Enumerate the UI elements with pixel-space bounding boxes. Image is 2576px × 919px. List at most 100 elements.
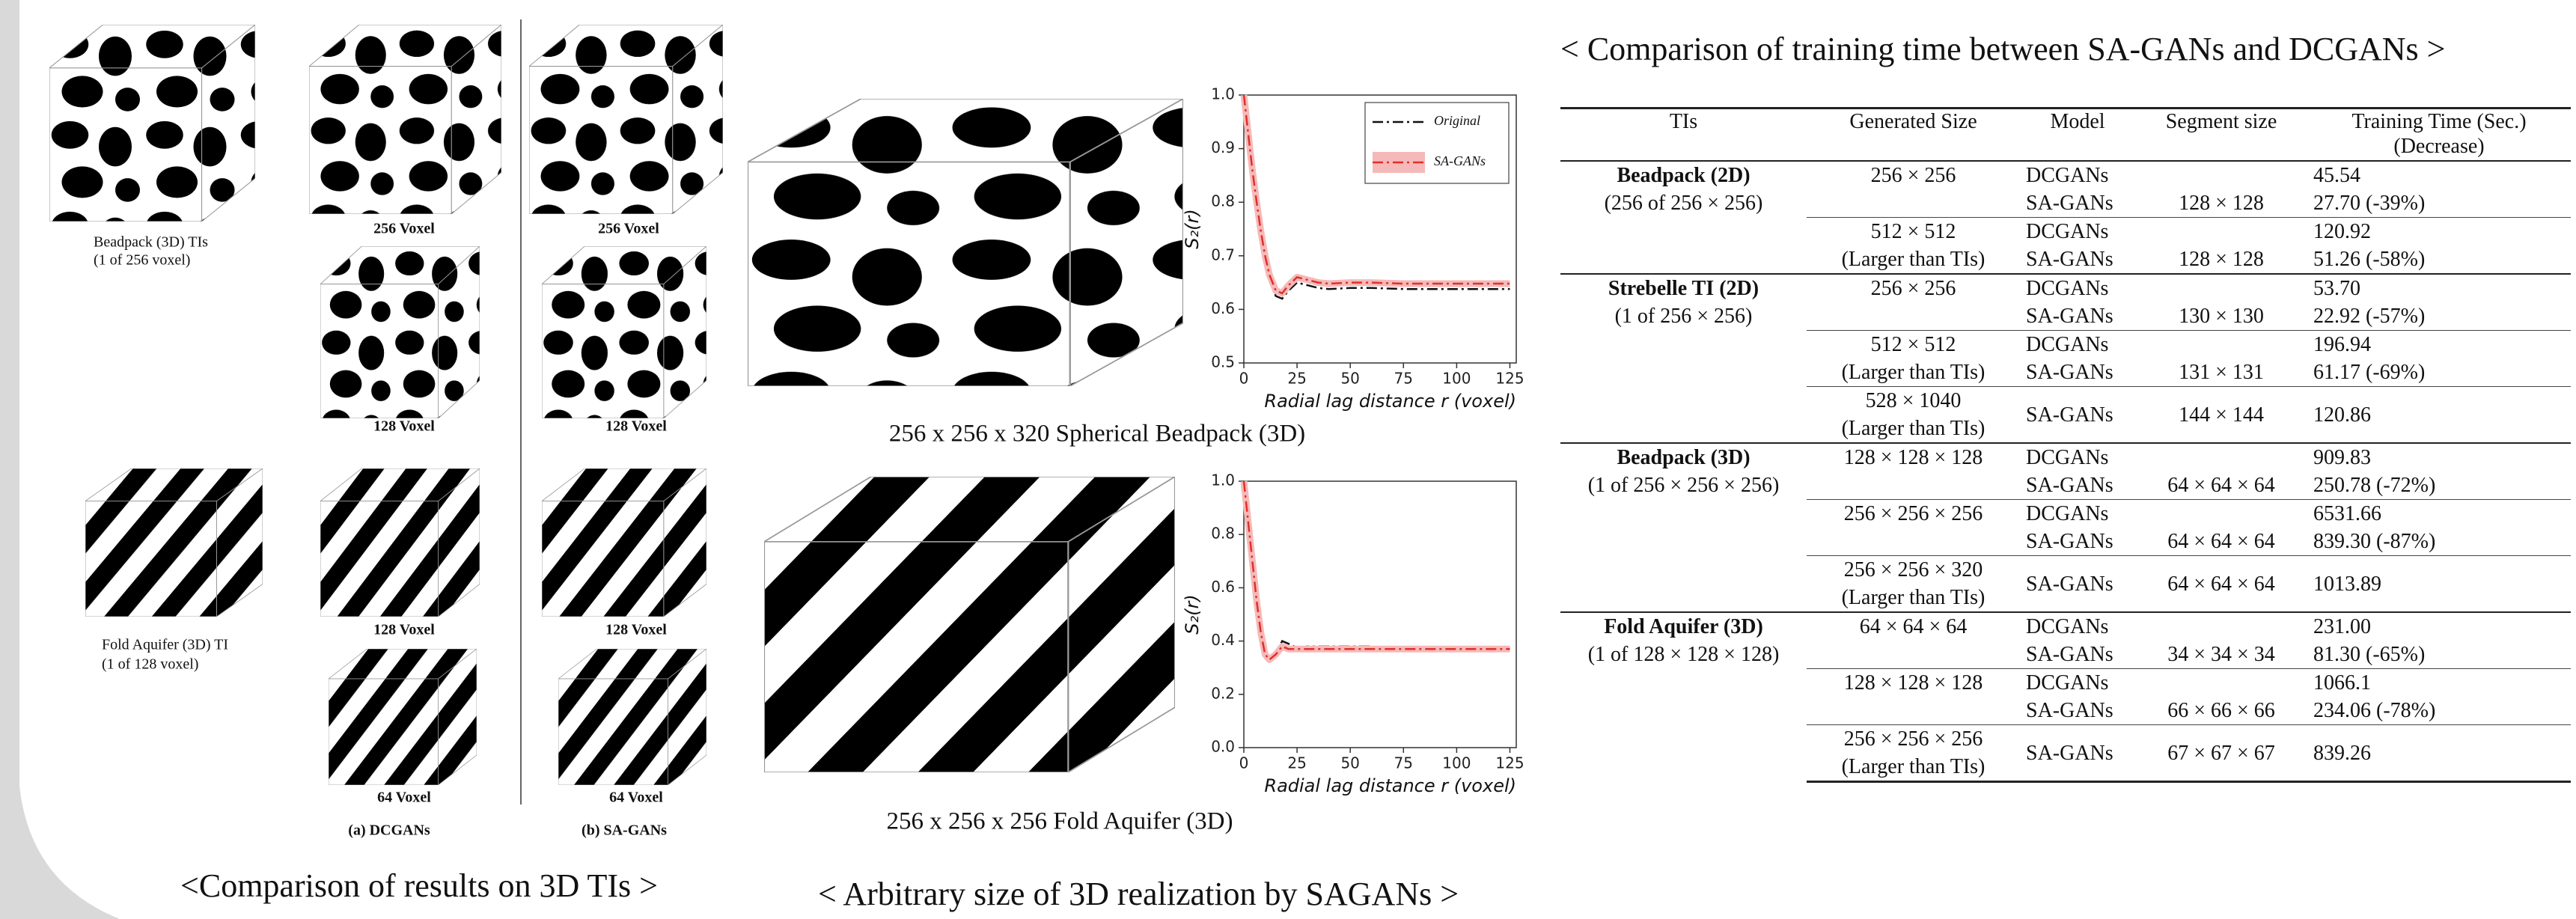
dcgans-cube xyxy=(309,25,501,214)
ti-label: (1 of 256 voxel) xyxy=(94,252,190,269)
segment-cell: 128 × 128 xyxy=(2135,189,2307,218)
cell-text: DCGANs xyxy=(2026,446,2109,469)
model-cell: DCGANs xyxy=(2020,442,2135,471)
header-cell: TIs xyxy=(1560,108,1807,162)
time-cell: 81.30 (-65%) xyxy=(2307,641,2571,669)
header-cell: Training Time (Sec.) (Decrease) xyxy=(2307,108,2571,162)
cell-text: 81.30 (-65%) xyxy=(2313,643,2426,666)
segment-cell xyxy=(2135,499,2307,528)
ti-label: Fold Aquifer (3D) TI xyxy=(102,637,228,653)
size-cell: 528 × 1040 (Larger than TIs) xyxy=(1807,386,2020,443)
model-cell: SA-GANs xyxy=(2020,724,2135,783)
table-row: 128 × 128 × 128 DCGANs 1066.1 xyxy=(1560,668,2571,725)
cell-text: SA-GANs xyxy=(2026,741,2113,765)
table-row: SA-GANs 131 × 131 61.17 (-69%) xyxy=(1560,358,2571,387)
cell-text: 512 × 512 xyxy=(1870,333,1956,356)
table-row: Beadpack (3D) (1 of 256 × 256 × 256) 128 ×… xyxy=(1560,442,2571,612)
sagans-cube xyxy=(529,25,723,214)
size-cell: 128 × 128 × 128 xyxy=(1807,668,2020,725)
cell-text: SA-GANs xyxy=(2026,305,2113,328)
cell-text: DCGANs xyxy=(2026,671,2109,694)
time-cell: 196.94 xyxy=(2307,330,2571,358)
cell-text: 64 × 64 × 64 xyxy=(2167,474,2275,497)
time-cell: 61.17 (-69%) xyxy=(2307,358,2571,387)
dcgans-cube xyxy=(329,649,477,785)
realization-label: 256 x 256 x 320 Spherical Beadpack (3D) xyxy=(889,421,1305,448)
table-row: 256 × 256 × 256 (Larger than TIs) SA-GANs 6… xyxy=(1560,724,2571,783)
cell-text: 256 × 256 xyxy=(1870,277,1956,300)
cell-text: 528 × 1040 xyxy=(1865,389,1962,412)
size-cell: 256 × 256 × 256 xyxy=(1807,499,2020,556)
model-cell: SA-GANs xyxy=(2020,386,2135,443)
ti-cell: Beadpack (3D) (1 of 256 × 256 × 256) xyxy=(1560,442,1807,612)
cell-text: 6531.66 xyxy=(2313,502,2381,525)
time-cell: 120.86 xyxy=(2307,386,2571,443)
cell-text: 144 × 144 xyxy=(2179,403,2264,427)
header-row: TIs Generated Size Model Segment size Traini… xyxy=(1560,108,2571,162)
size-cell: 256 × 256 × 256 (Larger than TIs) xyxy=(1807,724,2020,783)
model-cell: DCGANs xyxy=(2020,273,2135,302)
header-cell: Model xyxy=(2020,108,2135,162)
y-tick-label: 0.6 xyxy=(1211,578,1235,596)
size-label: 128 Voxel xyxy=(373,418,435,435)
segment-cell xyxy=(2135,668,2307,697)
cell-text: (Decrease) xyxy=(2393,135,2485,158)
cell-text: (Larger than TIs) xyxy=(1841,586,1986,609)
cell-text: TIs xyxy=(1669,110,1698,133)
y-tick-label: 0.8 xyxy=(1211,192,1235,210)
series-line xyxy=(1242,94,1510,295)
size-label: 128 Voxel xyxy=(605,418,667,435)
segment-cell: 130 × 130 xyxy=(2135,302,2307,331)
segment-cell xyxy=(2135,273,2307,302)
cell-text: Model xyxy=(2050,110,2105,133)
caption: <Comparison of results on 3D TIs > xyxy=(180,867,658,904)
cell-text: Segment size xyxy=(2165,110,2277,133)
time-cell: 6531.66 xyxy=(2307,499,2571,528)
cell-text: 234.06 (-78%) xyxy=(2313,699,2436,722)
y-tick-label: 1.0 xyxy=(1211,471,1235,489)
cell-text: DCGANs xyxy=(2026,164,2109,187)
cell-text: SA-GANs xyxy=(2026,474,2113,497)
time-cell: 839.30 (-87%) xyxy=(2307,528,2571,556)
cell-text: DCGANs xyxy=(2026,277,2109,300)
cell-text: SA-GANs xyxy=(2026,530,2113,553)
header-cell: Generated Size xyxy=(1807,108,2020,162)
cell-text: (1 of 256 × 256) xyxy=(1614,305,1753,328)
y-axis-label: S₂(r) xyxy=(1182,594,1203,634)
cell-text: (1 of 128 × 128 × 128) xyxy=(1587,643,1780,666)
header-cell: Segment size xyxy=(2135,108,2307,162)
size-label: 64 Voxel xyxy=(609,790,663,806)
segment-cell: 34 × 34 × 34 xyxy=(2135,641,2307,669)
x-tick-label: 75 xyxy=(1394,370,1413,388)
cell-text: 22.92 (-57%) xyxy=(2313,305,2426,328)
segment-cell: 131 × 131 xyxy=(2135,358,2307,387)
y-tick-label: 0.5 xyxy=(1211,353,1235,371)
cell-text: 130 × 130 xyxy=(2179,305,2264,328)
segment-cell xyxy=(2135,330,2307,358)
sagans-cube xyxy=(542,246,706,418)
dcgans-cube xyxy=(320,246,480,418)
charts: 0.5 0.6 0.7 0.8 0.9 1.0 0 25 50 75 100 125 Radial la… xyxy=(1182,85,1524,797)
table-row: SA-GANs 130 × 130 22.92 (-57%) xyxy=(1560,302,2571,331)
cell-text: 64 × 64 × 64 xyxy=(1859,615,1968,638)
cell-text: 256 × 256 × 256 xyxy=(1843,727,1983,751)
time-cell: 51.26 (-58%) xyxy=(2307,245,2571,274)
cell-text: (Larger than TIs) xyxy=(1841,755,1986,778)
segment-cell xyxy=(2135,611,2307,641)
cell-text: (Larger than TIs) xyxy=(1841,248,1986,271)
cell-text: Generated Size xyxy=(1849,110,1977,133)
cell-text: 256 × 256 xyxy=(1870,164,1956,187)
model-cell: SA-GANs xyxy=(2020,528,2135,556)
ti-cell: Strebelle TI (2D) (1 of 256 × 256) xyxy=(1560,273,1807,443)
size-label: 256 Voxel xyxy=(373,221,435,237)
cell-text: (Larger than TIs) xyxy=(1841,417,1986,440)
cell-text: DCGANs xyxy=(2026,615,2109,638)
x-tick-label: 100 xyxy=(1442,754,1471,772)
model-cell: SA-GANs xyxy=(2020,302,2135,331)
sagans-cube xyxy=(558,649,706,785)
model-cell: DCGANs xyxy=(2020,217,2135,245)
x-tick-label: 25 xyxy=(1287,754,1306,772)
segment-cell: 64 × 64 × 64 xyxy=(2135,471,2307,500)
time-cell: 839.26 xyxy=(2307,724,2571,783)
